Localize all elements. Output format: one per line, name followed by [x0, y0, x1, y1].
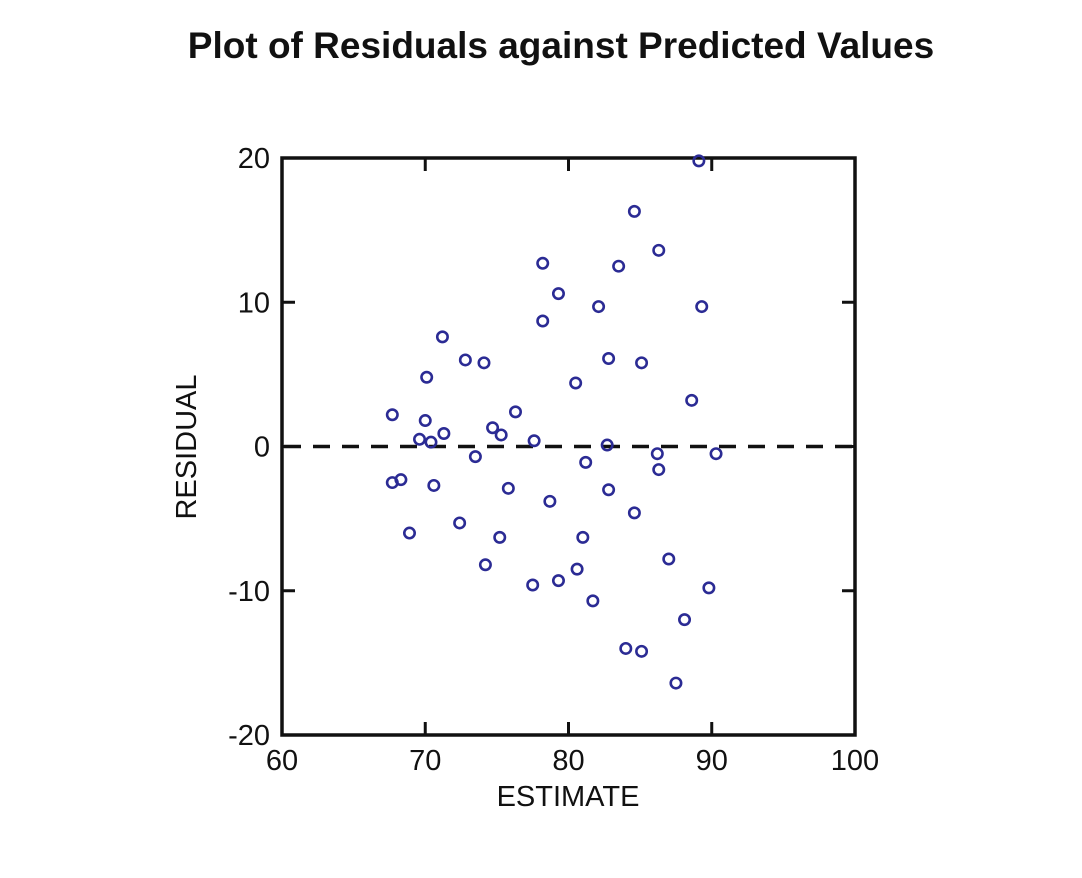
data-point — [551, 287, 565, 301]
data-point — [662, 552, 676, 566]
data-point — [477, 356, 491, 370]
data-point — [678, 613, 692, 627]
data-point — [702, 581, 716, 595]
data-point — [435, 330, 449, 344]
data-point — [635, 356, 649, 370]
data-point — [627, 204, 641, 218]
data-point — [453, 516, 467, 530]
y-tick-label: -20 — [228, 720, 270, 752]
data-point — [619, 641, 633, 655]
data-point — [424, 435, 438, 449]
data-point — [385, 408, 399, 422]
data-point — [569, 376, 583, 390]
data-point — [685, 393, 699, 407]
data-point — [418, 414, 432, 428]
data-point — [527, 434, 541, 448]
data-point — [494, 428, 508, 442]
data-point — [652, 463, 666, 477]
data-point — [468, 450, 482, 464]
data-point — [602, 483, 616, 497]
data-point — [602, 352, 616, 366]
x-tick-label: 60 — [266, 745, 298, 777]
data-point — [627, 506, 641, 520]
data-point — [486, 421, 500, 435]
data-point — [612, 259, 626, 273]
data-point — [458, 353, 472, 367]
plot-frame — [280, 156, 857, 737]
x-tick-label: 70 — [409, 745, 441, 777]
data-point — [402, 526, 416, 540]
x-tick-label: 90 — [696, 745, 728, 777]
data-point — [413, 432, 427, 446]
y-tick-label: -10 — [228, 576, 270, 608]
data-point — [652, 243, 666, 257]
data-point — [709, 447, 723, 461]
chart-title: Plot of Residuals against Predicted Valu… — [188, 25, 934, 66]
data-point — [586, 594, 600, 608]
data-point — [543, 494, 557, 508]
data-point — [478, 558, 492, 572]
data-point — [536, 314, 550, 328]
data-point — [570, 562, 584, 576]
data-point — [385, 476, 399, 490]
data-point — [695, 300, 709, 314]
y-tick-label: 10 — [238, 287, 270, 319]
x-tick-label: 100 — [831, 745, 879, 777]
data-point — [669, 676, 683, 690]
data-point — [592, 300, 606, 314]
data-point — [493, 530, 507, 544]
data-point — [501, 481, 515, 495]
data-point — [420, 370, 434, 384]
plot-area: 60 70 80 90 100 -20 -10 0 10 20 — [228, 143, 879, 777]
x-axis-label: ESTIMATE — [497, 781, 640, 813]
data-point — [692, 154, 706, 168]
data-point — [635, 644, 649, 658]
data-point — [526, 578, 540, 592]
data-point — [600, 438, 614, 452]
data-point — [650, 447, 664, 461]
data-point — [551, 574, 565, 588]
y-axis-label: RESIDUAL — [171, 374, 203, 519]
data-point — [437, 427, 451, 441]
x-tick-label: 80 — [552, 745, 584, 777]
data-point — [579, 455, 593, 469]
y-tick-label: 0 — [254, 432, 270, 464]
data-point — [427, 478, 441, 492]
data-point — [576, 530, 590, 544]
y-tick-label: 20 — [238, 143, 270, 175]
data-point — [508, 405, 522, 419]
data-point — [536, 256, 550, 270]
